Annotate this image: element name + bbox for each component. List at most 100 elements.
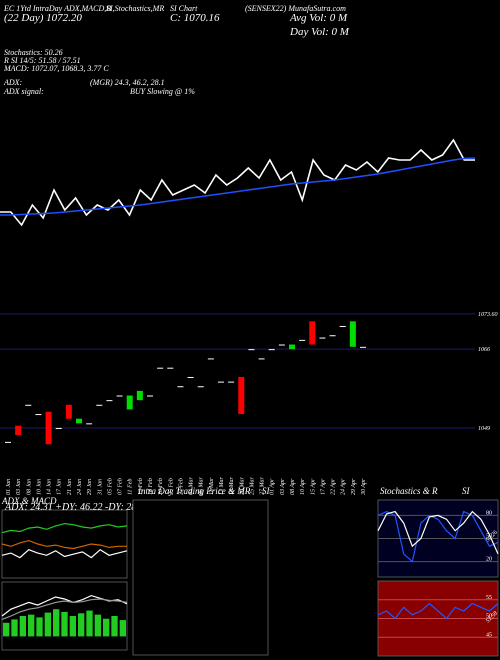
candle-body xyxy=(157,367,164,369)
stat-text: Stochastics: 50.26 xyxy=(4,48,63,57)
candle-body xyxy=(299,339,306,341)
panel xyxy=(132,499,269,656)
x-tick-label: 11 Feb xyxy=(128,479,134,495)
x-tick-label: 20 Mar xyxy=(239,477,245,495)
candle-body xyxy=(339,325,346,327)
x-tick-label: 17 Jan xyxy=(57,479,63,495)
y-tick-label: 1073.60 xyxy=(478,312,498,318)
x-tick-label: 31 Jan xyxy=(97,479,103,496)
bar xyxy=(3,622,10,637)
bar xyxy=(69,616,76,637)
stat-text: BUY Slowing @ 1% xyxy=(130,87,195,96)
x-tick-label: 03 Jan xyxy=(16,479,22,495)
stat-text: ADX: xyxy=(4,78,23,87)
y-tick-label: 50 xyxy=(486,534,492,540)
candle-body xyxy=(197,386,204,388)
bar xyxy=(86,610,93,637)
candle-body xyxy=(35,414,42,416)
x-tick-label: 10 Apr xyxy=(300,478,306,495)
candle-body xyxy=(55,427,62,429)
x-tick-label: 07 Feb xyxy=(118,478,124,495)
x-tick-label: 25 Mar xyxy=(249,477,255,495)
x-tick-label: 13 Mar xyxy=(219,477,225,495)
candle-body xyxy=(278,344,285,346)
candle-body xyxy=(25,404,32,406)
candle-body xyxy=(207,358,214,360)
x-tick-label: 25 Feb xyxy=(168,478,174,495)
x-tick-label: 27 Mar xyxy=(260,477,266,495)
stat-text: (MGR) 24.3, 46.2, 28.1 xyxy=(90,78,165,87)
candle-body xyxy=(5,441,11,443)
y-tick-label: 45 xyxy=(486,632,492,638)
candle-body xyxy=(187,376,194,378)
x-tick-label: 21 Jan xyxy=(67,479,73,495)
series-line xyxy=(1,539,127,550)
series-line xyxy=(1,548,128,559)
series-line xyxy=(0,138,475,227)
panel-title: Intra Day Trading Price & MR xyxy=(137,486,251,496)
y-tick-label: 50 xyxy=(486,614,492,620)
bar xyxy=(119,620,126,637)
stat-text: ADX signal: xyxy=(4,87,44,96)
series-line xyxy=(377,602,499,620)
bar xyxy=(78,613,85,637)
candle-body xyxy=(126,395,133,410)
header-text: SI Chart xyxy=(170,4,198,13)
x-tick-label: 14 Jan xyxy=(46,479,53,495)
bar xyxy=(44,612,51,637)
series-line xyxy=(377,510,499,563)
candle-body xyxy=(106,400,113,402)
x-tick-label: 04 Mar xyxy=(188,477,195,495)
header-text: EC 1Ytd IntraDay ADX,MACD,B xyxy=(4,4,112,13)
y-tick-label: 1066 xyxy=(478,347,490,353)
x-tick-label: 15 Apr xyxy=(310,478,316,495)
bar xyxy=(61,611,68,637)
x-tick-label: 01 Apr xyxy=(270,478,276,495)
series-line xyxy=(0,157,476,216)
candle-body xyxy=(65,404,72,419)
series-line xyxy=(377,510,499,555)
candle-body xyxy=(258,358,265,360)
x-tick-label: 11 Mar xyxy=(209,477,215,495)
bar xyxy=(53,609,60,637)
candle-body xyxy=(136,390,143,401)
candle-body xyxy=(76,418,82,424)
x-tick-label: 30 Apr xyxy=(361,478,367,496)
panel-title: Stochastics & R xyxy=(380,486,438,496)
x-tick-label: 05 Feb xyxy=(107,478,113,495)
candle-body xyxy=(238,376,245,415)
bar xyxy=(19,616,26,637)
candle-body xyxy=(360,346,366,348)
candle-body xyxy=(15,425,22,435)
x-tick-label: 01 Jan xyxy=(6,479,12,495)
header-text: (SENSEX22) MunafaSutra.com xyxy=(245,4,346,13)
x-tick-label: 18 Feb xyxy=(148,478,154,495)
x-tick-label: 24 Jan xyxy=(76,479,83,495)
candle-body xyxy=(218,381,224,383)
x-tick-label: 08 Jan xyxy=(26,479,32,495)
panel-subtitle: ADX: 24.31 +DY: 46.22 -DY: 28.15 xyxy=(4,502,149,513)
panel-title: ADX & MACD xyxy=(1,496,57,506)
bar xyxy=(28,614,35,637)
candle-body xyxy=(309,321,316,345)
x-tick-label: 08 Apr xyxy=(290,478,296,495)
y-tick-label: 80 xyxy=(486,510,492,516)
series-line xyxy=(1,598,128,620)
bar xyxy=(11,619,18,637)
x-tick-label: 29 Apr xyxy=(351,478,357,495)
candle-body xyxy=(349,321,356,347)
bar xyxy=(111,616,118,637)
candle-body xyxy=(248,349,255,351)
header-text: Avg Vol: 0 M xyxy=(290,12,348,24)
x-tick-label: 13 Feb xyxy=(138,478,144,495)
header-text: C: 1070.16 xyxy=(170,12,220,24)
header-text: (22 Day) 1072.20 xyxy=(4,12,82,24)
panel xyxy=(1,509,128,579)
x-tick-label: 10 Jan xyxy=(36,479,42,495)
y-tick-label: 55 xyxy=(486,595,492,601)
candle-body xyxy=(86,423,93,425)
panel-subtitle: SI xyxy=(262,486,271,496)
x-tick-label: 03 Apr xyxy=(280,478,286,495)
